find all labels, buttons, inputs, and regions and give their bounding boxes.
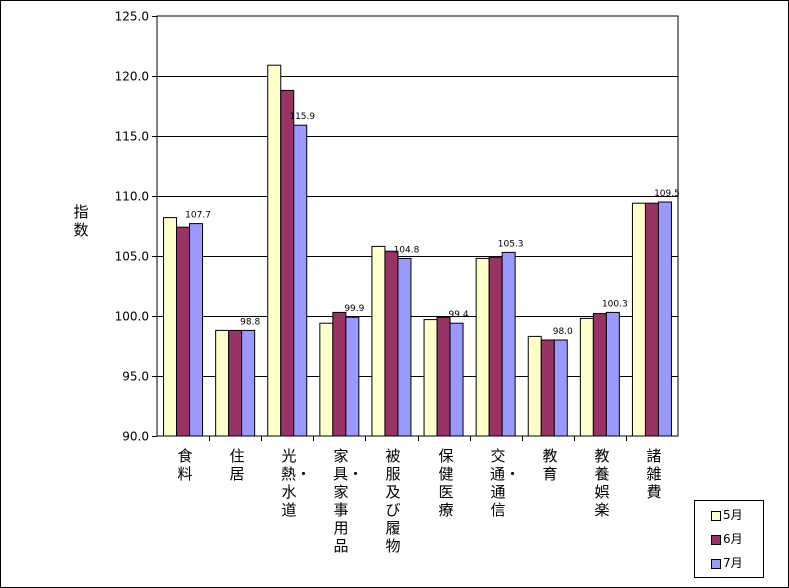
bar [241,329,256,437]
bar [215,329,230,437]
data-label: 99.9 [344,304,364,314]
bar [189,223,204,437]
x-tick-label: 被服及び履物 [385,447,401,555]
legend-label: 6月 [723,532,743,546]
bar [436,316,451,437]
y-tick-label: 120.0 [115,70,149,84]
x-tick-label: 交通・通信 [490,447,521,519]
bar [423,319,438,437]
bar [449,322,464,437]
y-tick-label: 110.0 [115,190,149,204]
data-label: 98.8 [240,317,260,327]
data-label: 107.7 [185,211,211,221]
x-tick-label: 光熱・水道 [281,447,312,519]
y-axis-label: 指数 [73,203,89,239]
bar [280,89,295,437]
bar [371,245,386,437]
y-tick-label: 100.0 [115,310,149,324]
bar [631,202,646,437]
bar [397,257,412,437]
bar [488,256,503,437]
x-tick-label: 教養娯楽 [594,447,610,519]
data-label: 109.5 [654,189,680,199]
y-tick-label: 115.0 [115,130,149,144]
bar [553,339,568,437]
bar [267,64,282,437]
legend-label: 5月 [723,508,743,522]
legend-swatch [711,535,721,545]
bar [176,226,191,437]
x-tick-label: 教育 [542,447,558,483]
legend-swatch [711,511,721,521]
data-label: 99.4 [449,310,469,320]
bar [605,311,620,437]
bar [332,311,347,437]
bar [592,313,607,437]
x-tick-label: 保健医療 [438,447,454,519]
bar [228,329,243,437]
bar [657,201,672,437]
data-label: 98.0 [553,327,573,337]
bar [501,251,516,437]
bar [319,322,334,437]
x-tick-label: 家具・家事用品 [333,447,364,555]
bar [163,217,178,437]
data-label: 105.3 [498,239,524,249]
data-label: 115.9 [289,112,315,122]
y-tick-label: 90.0 [122,430,149,444]
legend-swatch [711,559,721,569]
bar [579,317,594,437]
bar [644,202,659,437]
bar [540,339,555,437]
bar [527,335,542,437]
x-tick-label: 住居 [229,447,245,483]
data-label: 100.3 [602,299,628,309]
bar [384,250,399,437]
legend-label: 7月 [723,556,743,570]
y-tick-label: 95.0 [122,370,149,384]
y-tick-label: 105.0 [115,250,149,264]
data-label: 104.8 [394,245,420,255]
legend: 5月 6月 7月 [694,500,764,578]
x-tick-label: 食料 [177,447,193,483]
y-tick-label: 125.0 [115,10,149,24]
x-tick-label: 諸雑費 [646,447,662,501]
bar [293,124,308,437]
bar [475,257,490,437]
bar [345,316,360,437]
